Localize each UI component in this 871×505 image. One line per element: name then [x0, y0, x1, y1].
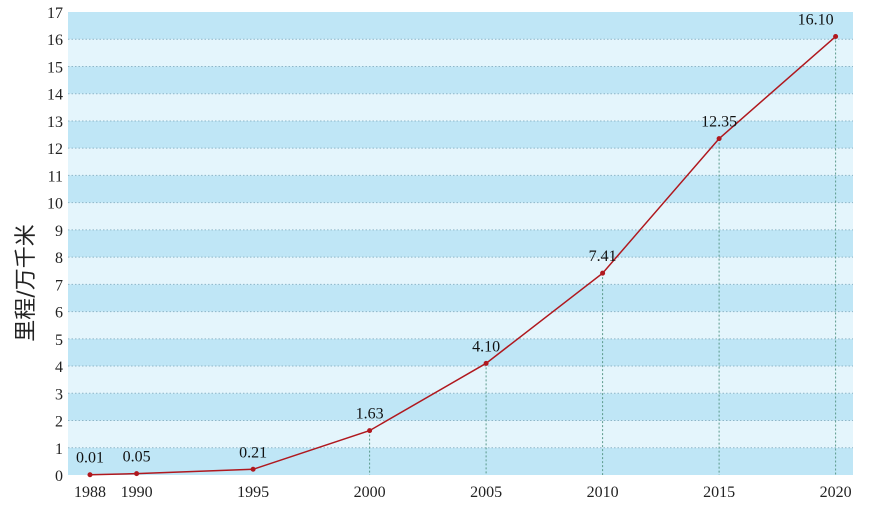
data-label: 0.01 [76, 450, 104, 467]
band [68, 257, 853, 285]
data-labels: 0.01 0.05 0.21 1.63 4.10 7.41 12.35 16.10 [76, 12, 834, 467]
y-tick-label: 15 [47, 59, 63, 76]
band [68, 12, 853, 40]
y-tick-label: 13 [47, 114, 63, 131]
data-points [87, 34, 839, 478]
band [68, 338, 853, 367]
y-tick-label: 10 [47, 196, 63, 213]
data-label: 16.10 [798, 12, 834, 29]
y-tick-label: 12 [47, 141, 63, 158]
y-tick-label: 4 [55, 359, 63, 376]
band [68, 447, 853, 475]
drop-lines [369, 36, 837, 475]
y-tick-label: 3 [55, 386, 63, 403]
x-tick-label: 2010 [587, 484, 619, 501]
data-label: 0.05 [123, 449, 151, 466]
y-tick-label: 7 [55, 277, 63, 294]
x-tick-label: 1990 [121, 484, 153, 501]
data-point [600, 270, 606, 276]
band [68, 148, 853, 176]
y-tick-label: 6 [55, 305, 63, 322]
band [68, 366, 853, 394]
data-point [483, 360, 489, 366]
y-tick-label: 17 [47, 5, 63, 22]
data-label: 0.21 [239, 444, 267, 461]
x-tick-label: 2015 [703, 484, 735, 501]
y-tick-label: 14 [47, 87, 63, 104]
data-point [87, 472, 93, 478]
y-axis-label: 里程/万千米 [14, 224, 39, 341]
data-point [250, 466, 256, 472]
data-label: 7.41 [589, 248, 617, 265]
y-tick-label: 1 [55, 441, 63, 458]
band [68, 229, 853, 258]
band [68, 202, 853, 230]
band [68, 284, 853, 312]
band [68, 175, 853, 203]
y-tick-label: 2 [55, 414, 63, 431]
y-tick-label: 11 [48, 168, 63, 185]
x-tick-labels: 1988 1990 1995 2000 2005 2010 2015 2020 [74, 484, 852, 501]
data-label: 1.63 [356, 406, 384, 423]
y-tick-label: 16 [47, 32, 63, 49]
data-point [367, 428, 373, 434]
gridlines [68, 38, 853, 449]
data-point [833, 34, 839, 40]
band [68, 93, 853, 121]
band [68, 66, 853, 94]
x-tick-label: 2000 [354, 484, 386, 501]
band [68, 120, 853, 149]
x-tick-label: 2005 [470, 484, 502, 501]
x-tick-label: 1995 [237, 484, 269, 501]
data-label: 12.35 [701, 114, 737, 131]
y-tick-label: 9 [55, 223, 63, 240]
band [68, 420, 853, 448]
data-point [134, 471, 140, 477]
band [68, 311, 853, 339]
band [68, 393, 853, 421]
background-bands [68, 12, 853, 475]
y-tick-label: 0 [55, 468, 63, 485]
x-tick-label: 1988 [74, 484, 106, 501]
data-point [716, 136, 722, 142]
series-line [89, 35, 837, 476]
data-label: 4.10 [472, 338, 500, 355]
y-tick-label: 5 [55, 332, 63, 349]
x-tick-label: 2020 [820, 484, 852, 501]
band [68, 39, 853, 67]
y-tick-label: 8 [55, 250, 63, 267]
